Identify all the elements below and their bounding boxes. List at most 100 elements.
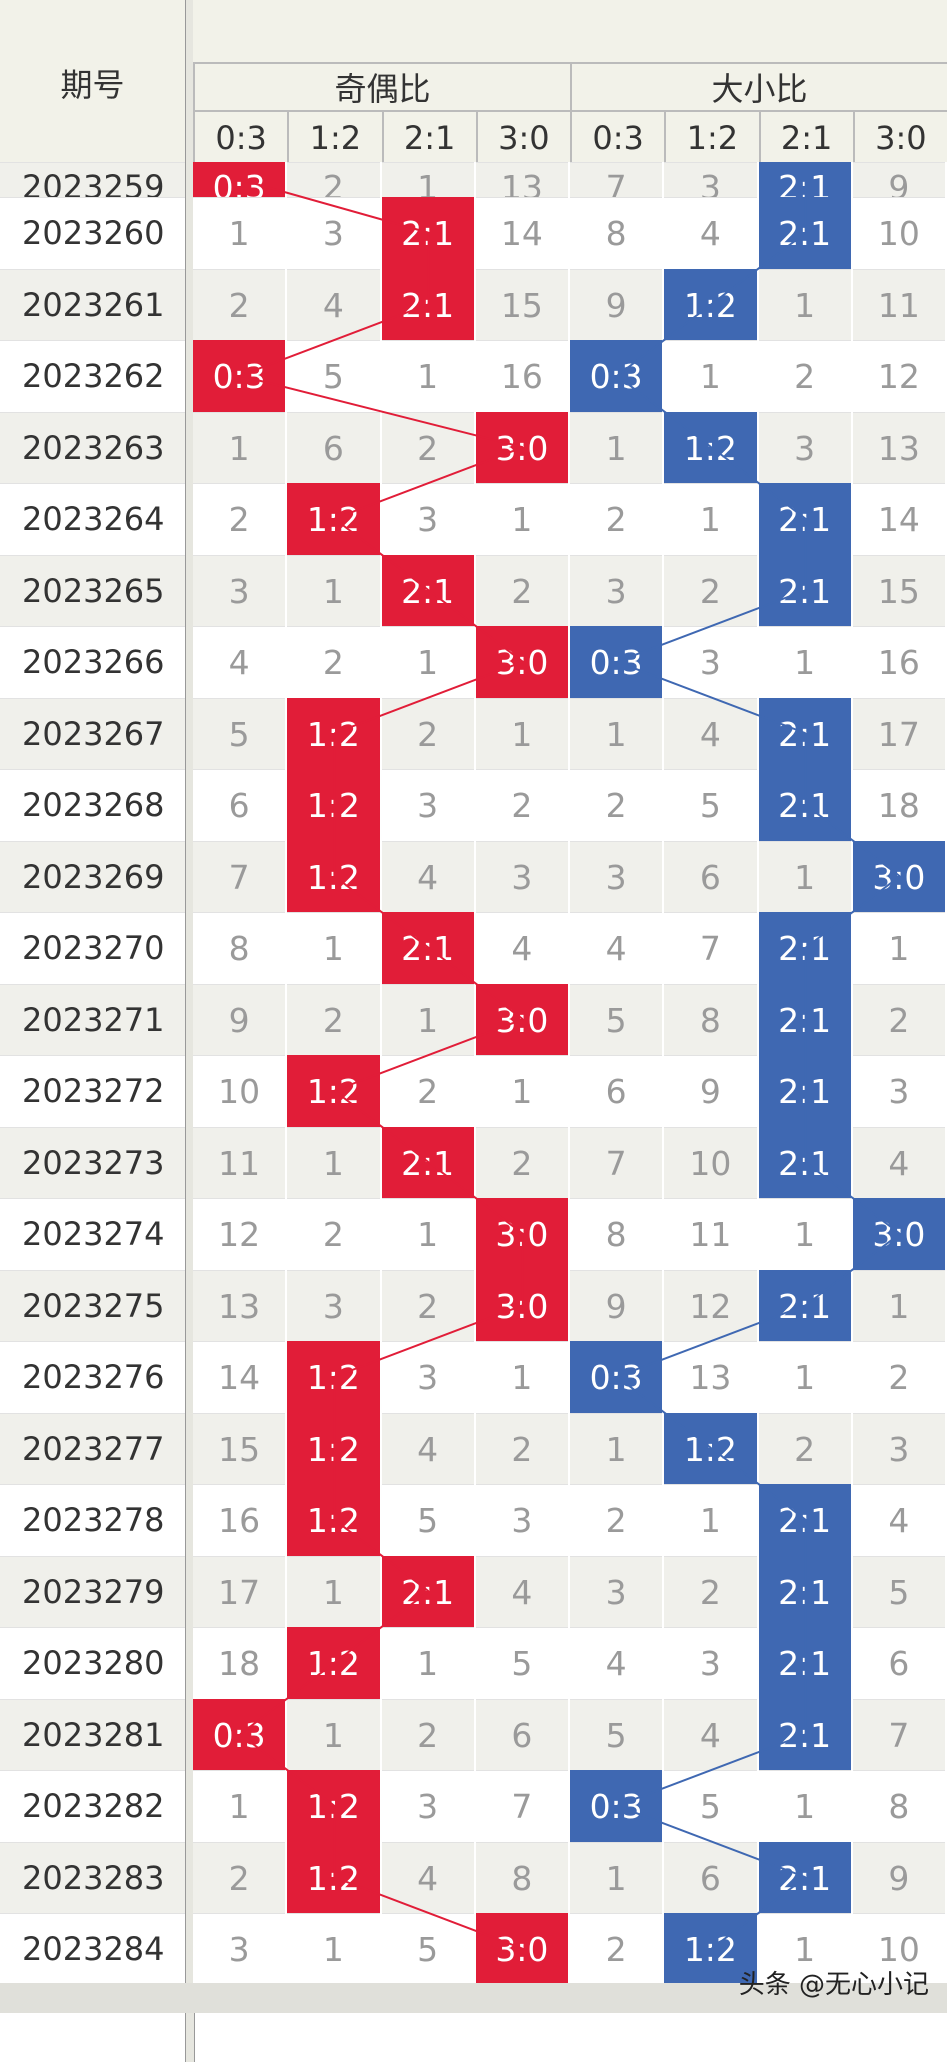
omission-cell: 2 [475, 554, 568, 627]
omission-cell: 16 [475, 340, 568, 413]
column-header: 1:2 [287, 110, 382, 162]
omission-cell: 5 [570, 1698, 663, 1771]
ratio-hit-cell: 0:3 [570, 1341, 663, 1414]
column-header: 0:3 [570, 110, 665, 162]
omission-cell: 17 [852, 697, 945, 770]
omission-cell: 14 [852, 483, 945, 556]
omission-cell: 8 [570, 197, 663, 270]
omission-cell: 1 [664, 340, 757, 413]
period-cell: 2023276 [0, 1341, 185, 1413]
omission-cell: 14 [475, 197, 568, 270]
omission-cell: 7 [570, 1126, 663, 1199]
trend-lines [239, 178, 901, 1950]
omission-cell: 1 [287, 554, 380, 627]
omission-cell: 1 [475, 1055, 568, 1128]
omission-cell: 10 [664, 1126, 757, 1199]
omission-cell: 9 [193, 983, 286, 1056]
omission-cell: 13 [475, 162, 568, 198]
omission-cell: 3 [193, 1913, 286, 1986]
omission-cell: 6 [193, 769, 286, 842]
omission-cell: 2 [381, 1698, 474, 1771]
period-cell: 2023265 [0, 554, 185, 626]
omission-cell: 10 [852, 197, 945, 270]
period-cell: 2023274 [0, 1198, 185, 1270]
trend-line-segment [710, 1447, 807, 1521]
omission-cell: 2 [758, 1412, 851, 1485]
trend-line-segment [334, 446, 524, 520]
omission-cell: 10 [852, 1913, 945, 1986]
omission-cell: 9 [852, 1841, 945, 1914]
omission-cell: 2 [570, 1913, 663, 1986]
omission-cell: 1 [475, 1341, 568, 1414]
trend-line-segment [239, 1661, 335, 1736]
omission-cell: 7 [852, 1698, 945, 1771]
omission-cell: 2 [570, 769, 663, 842]
omission-cell: 3 [287, 1269, 380, 1342]
trend-line-segment [805, 875, 901, 949]
omission-cell: 2 [287, 162, 380, 198]
omission-cell: 3 [287, 197, 380, 270]
omission-cell: 18 [193, 1627, 286, 1700]
period-cell: 2023271 [0, 983, 185, 1055]
omission-cell: 4 [570, 1627, 663, 1700]
period-cell: 2023262 [0, 340, 185, 412]
omission-cell: 16 [193, 1484, 286, 1557]
omission-cell: 1 [664, 1484, 757, 1557]
ratio-hit-cell: 2:1 [381, 268, 474, 341]
omission-cell: 2 [287, 626, 380, 699]
omission-cell: 6 [852, 1627, 945, 1700]
period-cell: 2023273 [0, 1126, 185, 1198]
omission-cell: 11 [664, 1198, 757, 1271]
ratio-hit-cell: 0:3 [193, 162, 286, 198]
period-cell: 2023275 [0, 1269, 185, 1341]
omission-cell: 4 [664, 197, 757, 270]
trend-line-segment [710, 446, 807, 520]
omission-cell: 1 [287, 912, 380, 985]
omission-cell: 1 [758, 1341, 851, 1414]
omission-cell: 5 [852, 1555, 945, 1628]
omission-cell: 1 [287, 1698, 380, 1771]
omission-cell: 3 [570, 840, 663, 913]
omission-cell: 17 [193, 1555, 286, 1628]
trend-line-segment [428, 589, 524, 663]
omission-cell: 1 [287, 1913, 380, 1986]
omission-cell: 8 [193, 912, 286, 985]
trend-line-segment [616, 660, 806, 735]
omission-cell: 11 [852, 268, 945, 341]
ratio-hit-cell: 1:2 [287, 1055, 380, 1128]
trend-line-segment [428, 1161, 524, 1235]
omission-cell: 8 [475, 1841, 568, 1914]
period-cell: 2023268 [0, 769, 185, 841]
omission-cell: 1 [570, 697, 663, 770]
trend-line-segment [239, 374, 524, 449]
group-header-big-small: 大小比 [570, 62, 947, 110]
omission-cell: 11 [193, 1126, 286, 1199]
period-header-label: 期号 [60, 66, 125, 104]
column-header: 2:1 [758, 110, 853, 162]
omission-cell: 1 [758, 1770, 851, 1843]
omission-cell: 2 [193, 1841, 286, 1914]
omission-cell: 3 [570, 554, 663, 627]
trend-line-segment [805, 1232, 901, 1307]
omission-cell: 7 [193, 840, 286, 913]
trend-line-segment [333, 517, 430, 592]
column-header: 2:1 [381, 110, 476, 162]
omission-cell: 6 [287, 411, 380, 484]
omission-cell: 3 [664, 1627, 757, 1700]
period-cell: 2023260 [0, 197, 185, 269]
omission-cell: 2 [193, 268, 286, 341]
period-cell: 2023281 [0, 1698, 185, 1770]
omission-cell: 4 [852, 1126, 945, 1199]
trend-line-segment [710, 1876, 807, 1950]
column-header: 0:3 [193, 110, 288, 162]
period-cell: 2023261 [0, 268, 185, 340]
period-header [0, 0, 185, 162]
omission-cell: 15 [193, 1412, 286, 1485]
omission-cell: 12 [852, 340, 945, 413]
period-cell: 2023282 [0, 1770, 185, 1842]
column-header: 3:0 [475, 110, 570, 162]
omission-cell: 9 [664, 1055, 757, 1128]
ratio-hit-cell: 1:2 [664, 1412, 757, 1485]
omission-cell: 1 [570, 1841, 663, 1914]
omission-cell: 1 [852, 912, 945, 985]
